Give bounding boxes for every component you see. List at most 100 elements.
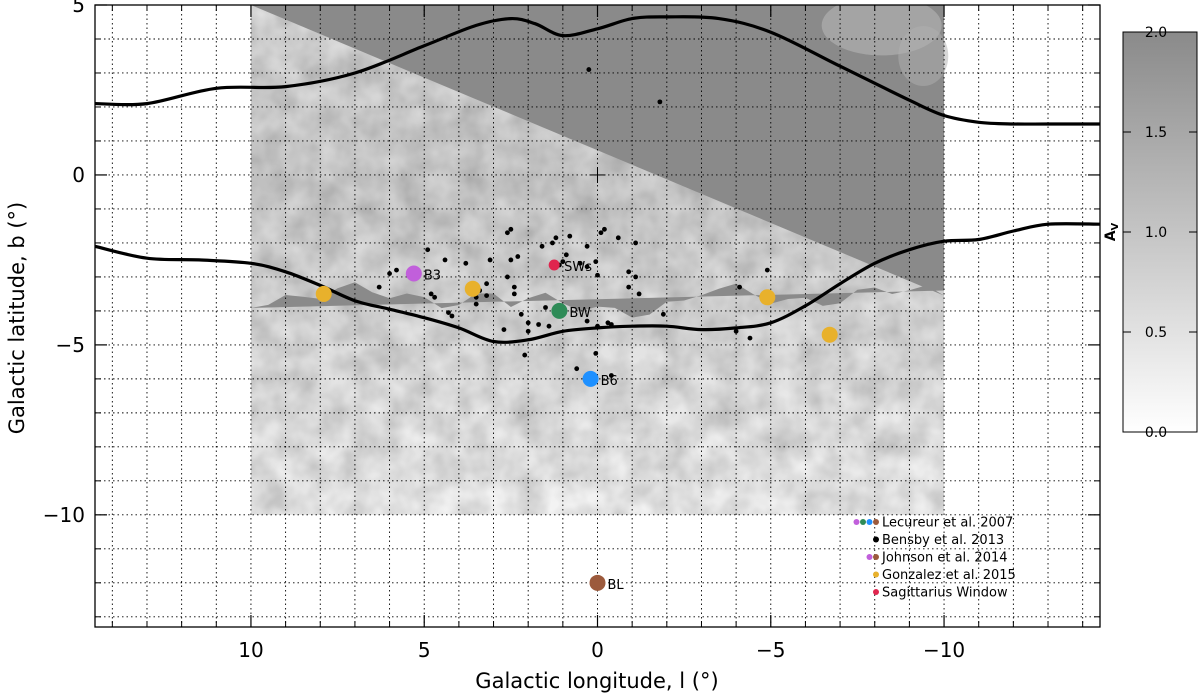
data-point (525, 320, 531, 326)
extinction-map (250, 5, 949, 515)
legend-marker (866, 554, 873, 560)
data-point (394, 267, 399, 273)
y-axis-title: Galactic latitude, b (°) (5, 202, 29, 435)
data-point (577, 260, 583, 266)
data-point (539, 243, 545, 249)
data-point (636, 291, 642, 297)
data-point (584, 318, 590, 324)
x-tick-label: 5 (418, 638, 431, 662)
data-point (432, 294, 438, 300)
data-point (595, 272, 600, 278)
data-point (315, 285, 332, 302)
colorbar-title: AV (1103, 222, 1121, 241)
data-point (442, 257, 448, 263)
map-saturated-extinction (250, 5, 945, 318)
data-point (543, 305, 548, 310)
x-axis-title: Galactic longitude, l (°) (475, 669, 718, 693)
data-point (515, 254, 521, 259)
legend-label: Lecureur et al. 2007 (882, 516, 1013, 531)
data-point (586, 67, 592, 72)
data-point (759, 289, 776, 306)
data-point (589, 574, 606, 591)
data-point (487, 257, 493, 263)
data-point (522, 352, 528, 358)
data-point (821, 326, 838, 343)
legend-label: Gonzalez et al. 2015 (882, 568, 1016, 583)
legend-label: Sagittarius Window (882, 586, 1008, 601)
data-point (633, 240, 639, 246)
data-point (737, 284, 742, 290)
data-point (657, 99, 663, 105)
legend-marker (873, 536, 879, 543)
data-point (595, 323, 600, 329)
legend-marker (860, 519, 866, 525)
data-point (563, 252, 569, 258)
data-points: B3 BW B6 BL SWs (315, 67, 838, 593)
map-cloud-patch (898, 25, 949, 86)
colorbar-tick-label: 0.5 (1145, 325, 1167, 341)
data-point (615, 235, 621, 241)
field-label: BL (608, 578, 625, 593)
data-point (747, 335, 753, 341)
y-tick-label: 5 (72, 0, 85, 17)
grid-lines (95, 4, 1100, 627)
data-point (764, 267, 770, 273)
colorbar-tick-label: 1.5 (1145, 125, 1167, 141)
data-point (593, 259, 599, 265)
data-point (626, 284, 632, 290)
data-point (504, 230, 510, 236)
x-tick-label: −5 (756, 638, 785, 662)
data-point (504, 274, 510, 280)
data-point (553, 235, 559, 241)
data-point (584, 264, 590, 270)
data-point (602, 226, 607, 232)
data-point (464, 280, 481, 297)
data-point (428, 291, 434, 297)
data-point (508, 257, 514, 263)
legend-marker (866, 519, 873, 525)
colorbar-tick-label: 1.0 (1145, 225, 1167, 241)
data-point (387, 271, 392, 276)
data-point (660, 311, 666, 317)
data-point (518, 311, 524, 317)
colorbar: 0.0 0.5 1.0 1.5 2.0 AV (1103, 25, 1198, 441)
colorbar-tick-label: 0.0 (1145, 425, 1167, 441)
x-tick-label: 0 (591, 638, 604, 662)
extinction-contours (95, 15, 1100, 344)
data-point (536, 322, 541, 327)
legend-label: Bensby et al. 2013 (882, 533, 1004, 548)
data-point (633, 274, 639, 280)
data-point (584, 243, 590, 249)
field-label: SWs (564, 260, 592, 275)
field-label: BW (569, 306, 590, 321)
data-point (425, 247, 431, 253)
data-point (546, 323, 552, 329)
data-point (405, 265, 422, 282)
y-tick-label: −5 (56, 333, 85, 357)
legend: Lecureur et al. 2007 Bensby et al. 2013 Jo… (853, 516, 1016, 601)
field-label: B3 (424, 269, 441, 284)
legend-marker (853, 519, 860, 525)
legend-label: Johnson et al. 2014 (881, 551, 1008, 566)
data-point (376, 284, 382, 290)
data-point (567, 233, 573, 239)
data-point (511, 291, 517, 297)
axis-ticks: 10 5 0 −5 −10 5 0 −5 −10 (43, 0, 1100, 662)
legend-marker (873, 571, 879, 578)
data-point (560, 259, 566, 265)
data-point (501, 327, 507, 332)
data-point (626, 269, 632, 275)
data-point (484, 293, 490, 299)
lower-contour (95, 222, 1100, 344)
colorbar-ticks: 0.0 0.5 1.0 1.5 2.0 (1123, 25, 1197, 441)
legend-marker (873, 519, 879, 525)
data-point (574, 366, 580, 372)
data-point (511, 284, 517, 290)
data-point (484, 281, 490, 287)
data-point (550, 240, 555, 246)
data-point (593, 350, 599, 356)
data-point (548, 259, 560, 271)
data-point (449, 313, 455, 319)
data-point (551, 302, 568, 319)
upper-contour (95, 15, 1100, 126)
